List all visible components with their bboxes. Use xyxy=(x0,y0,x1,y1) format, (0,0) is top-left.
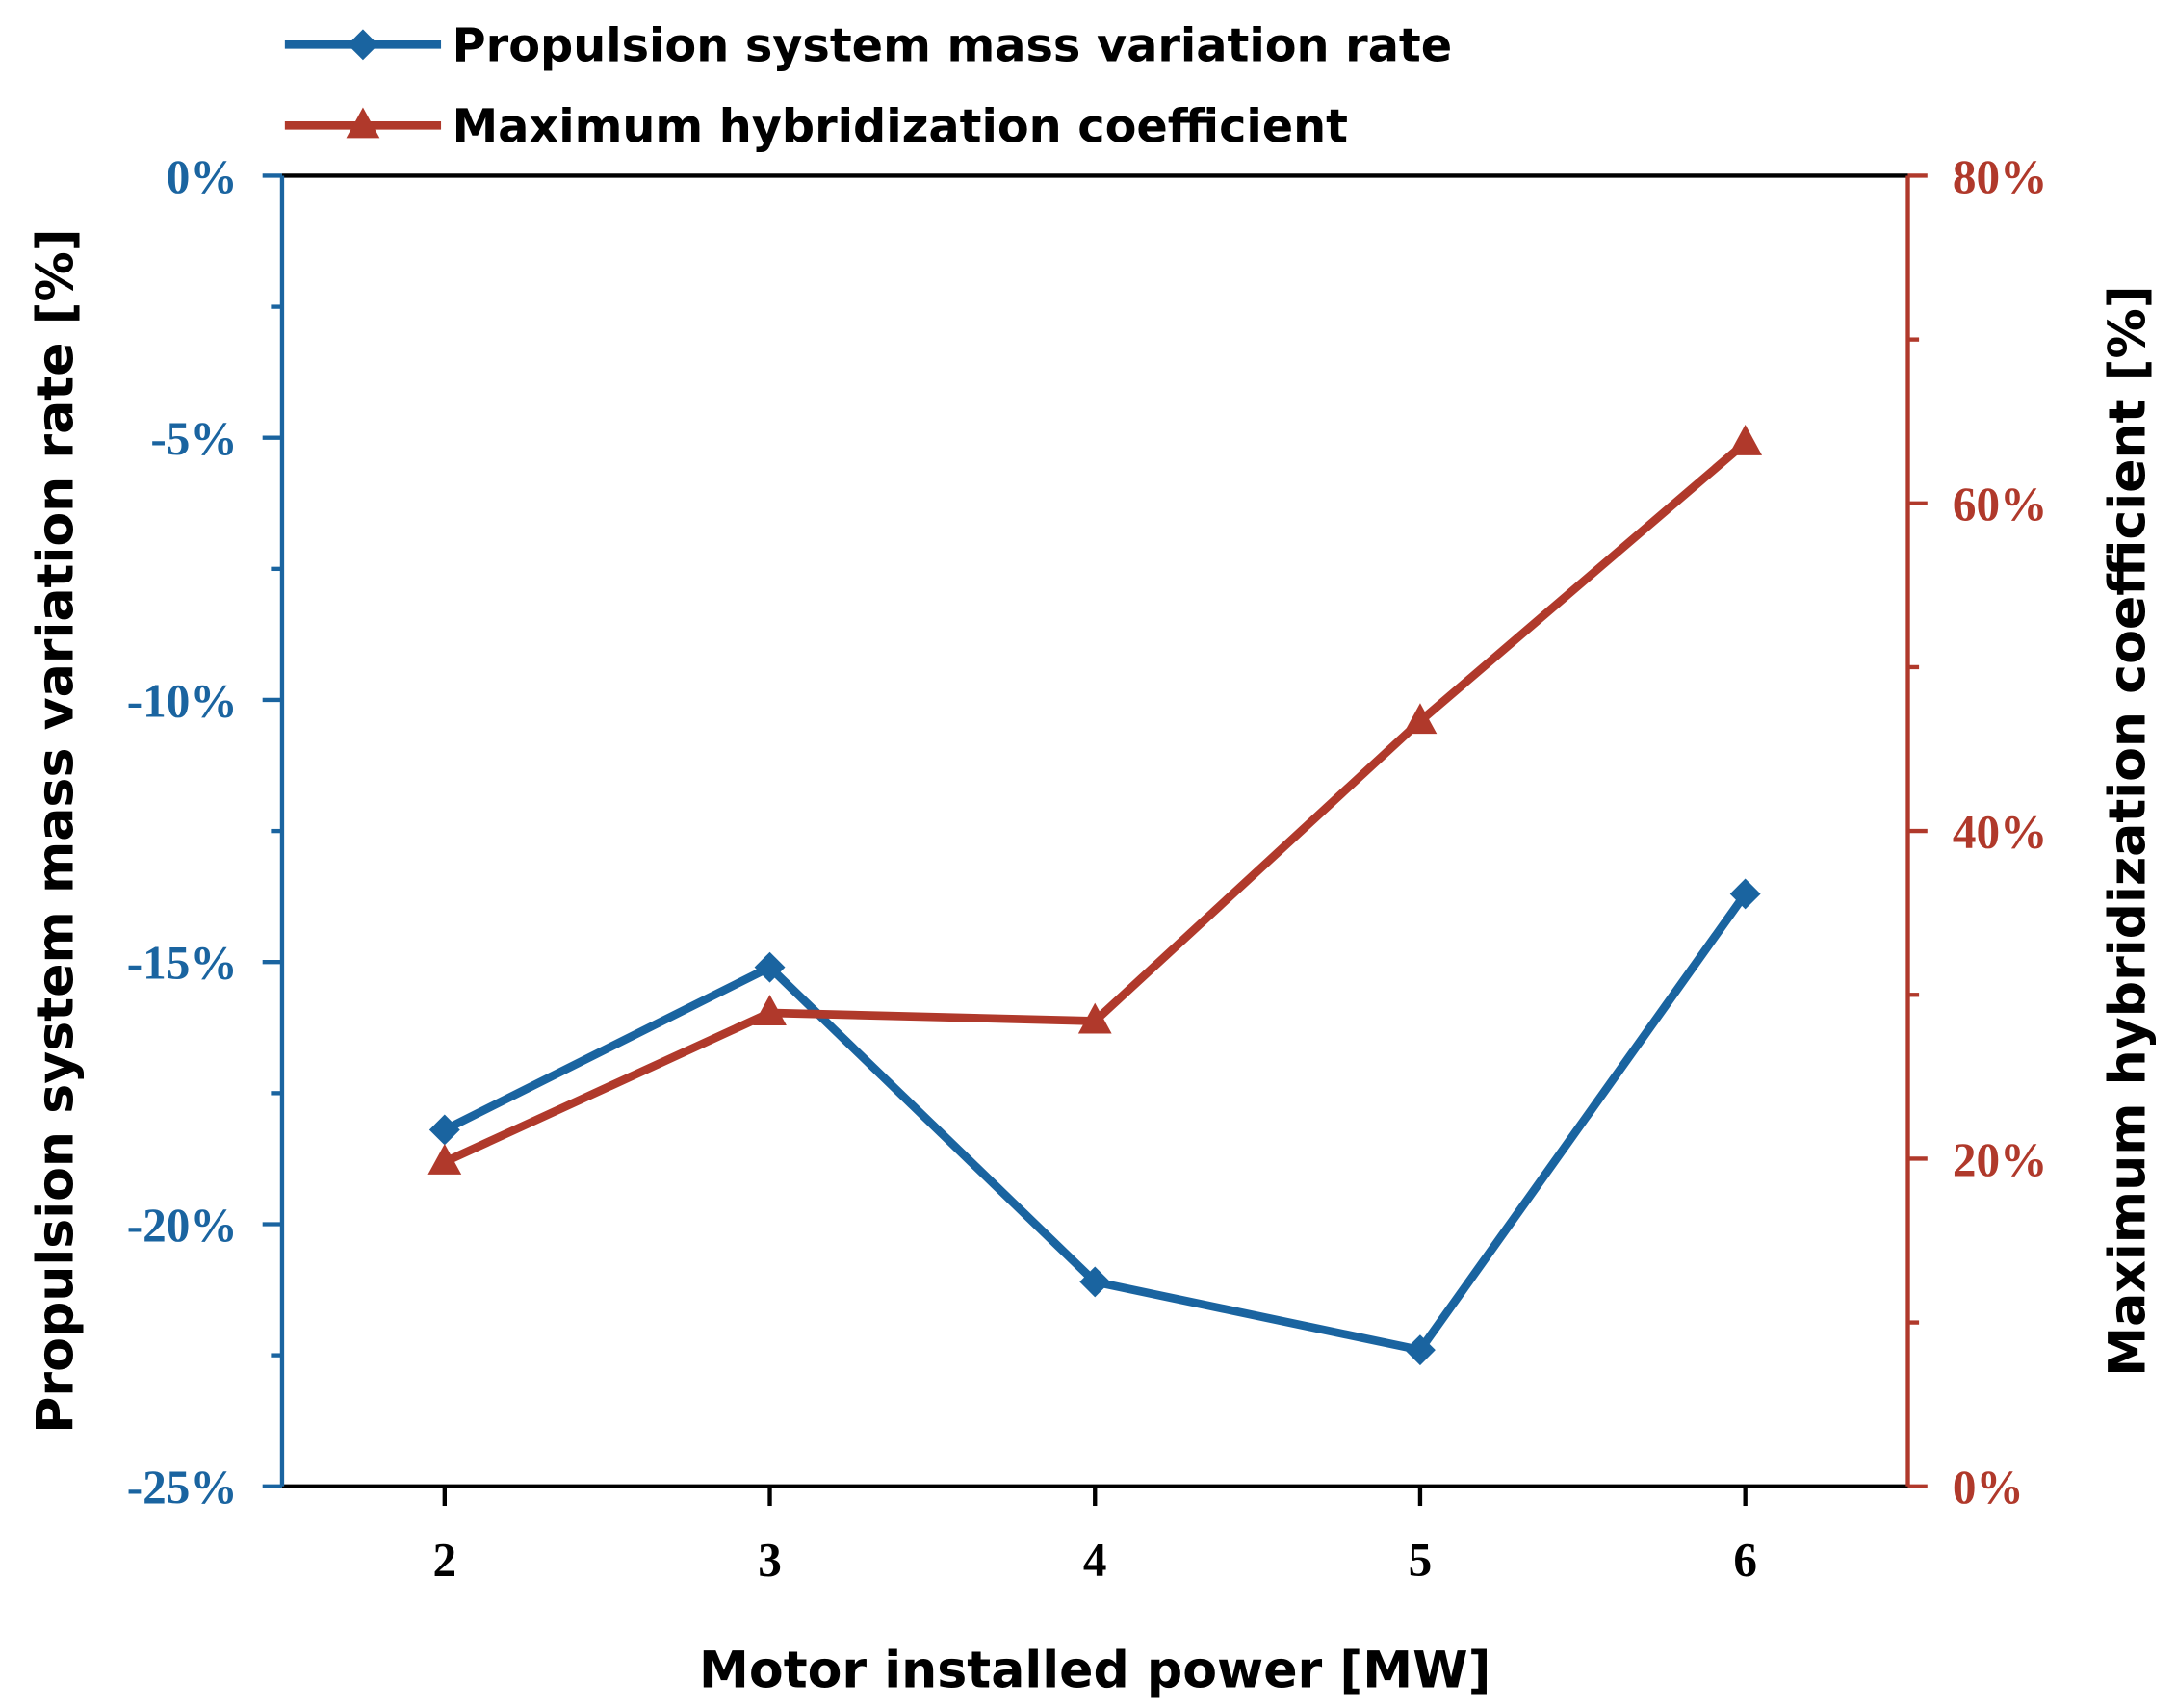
hybridization-point xyxy=(753,995,787,1026)
y-right-tick-label: 40% xyxy=(1953,805,2047,858)
legend-label: Propulsion system mass variation rate xyxy=(453,20,1453,73)
legend-label: Maximum hybridization coefficient xyxy=(453,101,1348,154)
x-tick-label: 2 xyxy=(433,1533,457,1586)
mass-variation-point xyxy=(428,1114,460,1146)
y-left-tick-label: -15% xyxy=(127,937,238,990)
y-right-tick-label: 0% xyxy=(1953,1461,2024,1514)
y-right-tick-label: 60% xyxy=(1953,478,2047,531)
y-left-tick-label: 0% xyxy=(167,150,238,203)
y-right-tick-label: 20% xyxy=(1953,1133,2047,1186)
hybridization-point xyxy=(1077,1002,1112,1034)
y-left-axis-title: Propulsion system mass variation rate [%… xyxy=(28,228,86,1433)
mass-variation-point xyxy=(754,951,786,983)
hybridization-point xyxy=(1403,703,1438,735)
y-right-axis-title: Maximum hybridization coefficient [%] xyxy=(2100,285,2158,1376)
legend-item: Maximum hybridization coefficient xyxy=(284,101,1348,154)
y-left-tick-label: -20% xyxy=(127,1199,238,1252)
legend-item: Propulsion system mass variation rate xyxy=(284,20,1453,73)
x-tick-label: 6 xyxy=(1733,1533,1757,1586)
hybridization-point xyxy=(1728,425,1763,455)
y-right-tick-label: 80% xyxy=(1953,150,2047,203)
x-axis-title: Motor installed power [MW] xyxy=(699,1642,1490,1699)
hybridization-point xyxy=(427,1144,462,1175)
legend-marker xyxy=(348,29,378,61)
y-left-tick-label: -10% xyxy=(127,674,238,727)
series-marks xyxy=(427,425,1763,1366)
axes: 2 3 4 5 60%-5%-10%-15%-20%-25% 0%20%40%60%80% xyxy=(127,150,2048,1587)
x-tick-label: 4 xyxy=(1083,1533,1107,1586)
legend: Propulsion system mass variation rate Max… xyxy=(284,20,1453,154)
y-left-tick-label: -25% xyxy=(127,1461,238,1514)
x-tick-label: 5 xyxy=(1409,1533,1433,1586)
mass-variation-point xyxy=(1729,878,1761,910)
legend-marker xyxy=(346,107,380,139)
x-tick-label: 3 xyxy=(758,1533,782,1586)
hybridization-line xyxy=(443,439,1749,1166)
y-left-tick-label: -5% xyxy=(150,412,237,465)
